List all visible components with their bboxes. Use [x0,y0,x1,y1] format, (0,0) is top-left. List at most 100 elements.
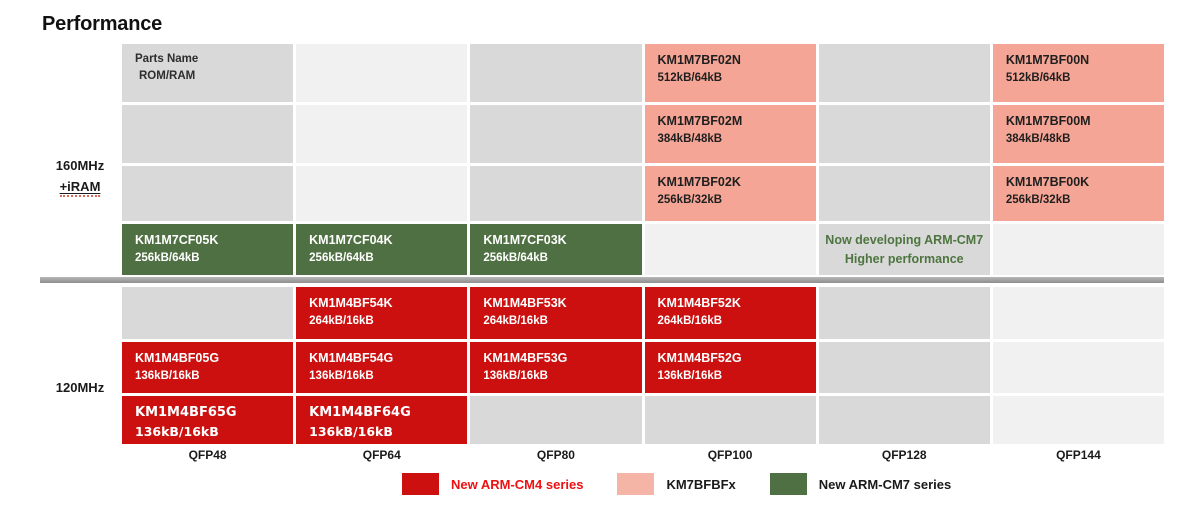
part-cell-km1m4bf05g: KM1M4BF05G 136kB/16kB [122,342,294,393]
legend-swatch-red [402,473,439,495]
part-number: KM1M7BF00N [1005,53,1090,67]
row-label-120mhz: 120MHz [55,380,105,395]
part-number: KM1M4BF54G [309,351,394,365]
legend-swatch-green [769,473,807,495]
empty-cell [470,396,642,444]
part-number: KM1M7CF04K [309,233,393,247]
column-label-qfp64: QFP64 [362,448,401,462]
empty-cell [818,44,990,102]
empty-cell [992,224,1164,275]
part-rom-ram: 384kB/48kB [1005,132,1071,145]
part-rom-ram: 256kB/32kB [1005,193,1071,206]
part-rom-ram: 136kB/16kB [135,369,200,382]
empty-cell [992,396,1164,444]
part-cell-km1m7cf03k: KM1M7CF03K 256kB/64kB [470,224,642,275]
part-rom-ram: 256kB/64kB [135,251,200,264]
part-number: KM1M7CF03K [483,233,567,247]
part-cell-km1m4bf52k: KM1M4BF52K 264kB/16kB [644,287,816,339]
part-cell-km1m7bf00m: KM1M7BF00M 384kB/48kB [992,105,1164,163]
column-label-qfp128: QFP128 [881,448,927,462]
legend-item-km7bfbfx: KM7BFBFx [617,473,736,495]
part-number: KM1M7BF02N [657,53,741,67]
part-number: KM1M4BF53G [483,351,568,365]
empty-cell [992,287,1164,339]
legend-label-cm7: New ARM-CM7 series [818,476,952,492]
part-number: KM1M7CF05K [135,233,219,247]
empty-cell [122,105,294,163]
part-cell-km1m4bf54k: KM1M4BF54K 264kB/16kB [296,287,468,339]
page-title: Performance [42,13,163,35]
part-rom-ram: 136kB/16kB [309,369,374,382]
empty-cell [296,44,468,102]
empty-cell [122,166,294,221]
header-line-rom-ram: ROM/RAM [139,70,196,83]
part-rom-ram: 256kB/64kB [309,251,374,264]
empty-cell [296,166,468,221]
part-rom-ram: 256kB/64kB [483,251,548,264]
part-number: KM1M7BF00M [1005,114,1091,128]
iram-underline: +iRAM [59,179,101,197]
part-number: KM1M7BF00K [1005,175,1090,189]
part-number: KM1M4BF52G [657,351,742,365]
part-cell-km1m4bf53k: KM1M4BF53K 264kB/16kB [470,287,642,339]
empty-cell [470,105,642,163]
note-line-1: Now developing ARM-CM7 [825,233,984,248]
part-number: KM1M4BF05G [135,351,220,365]
part-number: KM1M4BF64G [309,405,411,420]
part-cell-km1m7bf00n: KM1M7BF00N 512kB/64kB [992,44,1164,102]
legend-swatch-pink [617,473,655,495]
part-cell-km1m7cf05k: KM1M7CF05K 256kB/64kB [122,224,294,275]
column-label-qfp80: QFP80 [536,448,575,462]
header-line-parts-name: Parts Name [135,53,199,65]
empty-cell [992,342,1164,393]
empty-cell [644,396,816,444]
section-divider-bar [40,277,1164,283]
row-label-iram-text: +iRAM [59,179,101,194]
part-rom-ram: 264kB/16kB [483,314,548,327]
empty-cell [818,396,990,444]
part-number: KM1M7BF02M [657,114,743,128]
parts-name-header-cell: Parts Name ROM/RAM [122,44,294,102]
part-rom-ram: 136kB/16kB [309,423,393,439]
part-cell-km1m7bf02k: KM1M7BF02K 256kB/32kB [644,166,816,221]
part-rom-ram: 136kB/16kB [483,369,548,382]
grid-160mhz-section: Parts Name ROM/RAM KM1M7BF02N 512kB/64kB KM1… [122,44,1164,275]
part-number: KM1M4BF65G [135,405,237,420]
part-rom-ram: 384kB/48kB [657,132,723,145]
part-cell-km1m4bf65g: KM1M4BF65G 136kB/16kB [122,396,294,444]
part-cell-km1m4bf64g: KM1M4BF64G 136kB/16kB [296,396,468,444]
grid-120mhz-section: KM1M4BF54K 264kB/16kB KM1M4BF53K 264kB/16kB… [122,287,1164,444]
part-rom-ram: 512kB/64kB [657,71,723,84]
part-rom-ram: 256kB/32kB [657,193,723,206]
legend: New ARM-CM4 series KM7BFBFx New ARM-CM7 … [402,473,951,495]
part-cell-km1m7bf00k: KM1M7BF00K 256kB/32kB [992,166,1164,221]
note-line-2: Higher performance [844,251,964,266]
part-rom-ram: 136kB/16kB [135,423,219,439]
part-number: KM1M4BF54K [309,296,393,310]
part-cell-km1m7cf04k: KM1M7CF04K 256kB/64kB [296,224,468,275]
empty-cell [470,44,642,102]
column-label-qfp100: QFP100 [707,448,753,462]
part-number: KM1M4BF53K [483,296,567,310]
part-rom-ram: 264kB/16kB [309,314,374,327]
empty-cell [296,105,468,163]
empty-cell [818,105,990,163]
empty-cell [818,342,990,393]
package-column-labels: QFP48 QFP64 QFP80 QFP100 QFP128 QFP144 [122,448,1164,462]
part-rom-ram: 136kB/16kB [657,369,723,382]
developing-note-cell: Now developing ARM-CM7 Higher performance [818,224,990,275]
part-cell-km1m7bf02m: KM1M7BF02M 384kB/48kB [644,105,816,163]
part-rom-ram: 264kB/16kB [657,314,723,327]
empty-cell [470,166,642,221]
empty-cell [818,166,990,221]
part-cell-km1m4bf52g: KM1M4BF52G 136kB/16kB [644,342,816,393]
empty-cell [818,287,990,339]
column-label-qfp144: QFP144 [1056,448,1101,462]
part-number: KM1M4BF52K [657,296,741,310]
part-number: KM1M7BF02K [657,175,741,189]
legend-item-cm4: New ARM-CM4 series [402,473,583,495]
row-label-160mhz: 160MHz [55,158,105,173]
legend-label-cm4: New ARM-CM4 series [451,476,584,492]
part-cell-km1m4bf54g: KM1M4BF54G 136kB/16kB [296,342,468,393]
